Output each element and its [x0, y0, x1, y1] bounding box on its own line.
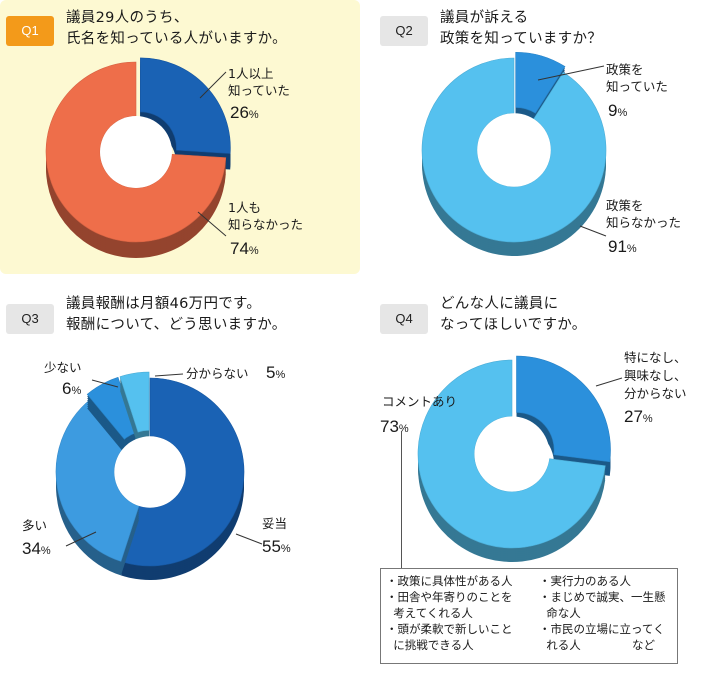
donut-hole: [477, 113, 551, 187]
comment-item: 考えてくれる人: [386, 606, 473, 620]
q4-label-comment-pct: 73%: [380, 417, 409, 436]
q2-label-knew-line-2: 知っていた: [606, 79, 668, 94]
q4-title-line-2: なってほしいですか。: [440, 317, 587, 333]
q2-leader-line: [537, 65, 605, 81]
donut-slice-1: [140, 57, 231, 154]
q2-title-line-2: 政策を知っていますか？: [440, 31, 603, 47]
q4-label-none-line-2: 興味なし、: [624, 368, 687, 383]
q1-leader-line-2: [197, 211, 227, 237]
q3-label-high-pct: 34%: [22, 539, 51, 558]
q2-label-unknown-line-1: 政策を: [606, 198, 644, 213]
q4-label-none-pct: 27%: [624, 407, 653, 426]
comment-item: れる人 など: [539, 638, 655, 652]
comment-list-left: ・政策に具体性がある人 ・田舎や年寄りのことを 考えてくれる人 ・頭が柔軟で新し…: [386, 573, 536, 653]
q3-leader-line-4: [154, 373, 184, 377]
q1-leader-line: [199, 71, 227, 99]
q3-leader-line: [235, 533, 263, 545]
q1-label-knew-line-2: 知っていた: [228, 83, 290, 98]
q3-leader-line-3: [91, 379, 119, 388]
q3-title-line-1: 議員報酬は月額46万円です。: [66, 296, 262, 312]
q1-badge: Q1: [6, 16, 54, 46]
donut-hole: [114, 436, 186, 508]
q3-label-low-pct: 6%: [62, 379, 81, 398]
q1-title-line-2: 氏名を知っている人がいますか。: [66, 31, 287, 47]
comment-item: ・頭が柔軟で新しいこと: [386, 622, 513, 636]
q2-label-unknown-pct: 91%: [608, 237, 637, 256]
comment-box: ・政策に具体性がある人 ・田舎や年寄りのことを 考えてくれる人 ・頭が柔軟で新し…: [380, 568, 678, 664]
q1-label-knew-pct: 26%: [230, 103, 259, 122]
q3-label-low: 少ない: [44, 360, 82, 375]
comment-item: 命な人: [539, 606, 581, 620]
q2-donut-chart: 政策を 知っていた 9% 政策を 知らなかった 91%: [421, 51, 681, 257]
q2-badge: Q2: [380, 16, 428, 46]
donut-hole: [100, 116, 172, 188]
q2-panel: Q2 議員が訴える 政策を知っていますか？ 政策を 知っていた 9% 政策を 知…: [360, 0, 720, 274]
q4-label-comment: コメントあり: [382, 394, 457, 409]
comment-item: ・実行力のある人: [539, 574, 631, 588]
q1-label-unknown-line-2: 知らなかった: [228, 217, 303, 232]
comment-item: ・市民の立場に立ってく: [539, 622, 665, 636]
donut-slice-4: [119, 371, 150, 433]
comment-item: ・田舎や年寄りのことを: [386, 590, 513, 604]
q3-leader-line-2: [65, 531, 97, 547]
q3-title-line-2: 報酬について、どう思いますか。: [66, 317, 287, 333]
q1-donut-chart: 1人以上 知っていた 26% 1人も 知らなかった 74%: [45, 57, 303, 258]
q3-label-fair: 妥当: [262, 516, 287, 531]
q3-donut-chart: 妥当 55% 多い 34% 少ない 6% 分からない 5%: [22, 360, 291, 580]
donut-slice-1: [516, 355, 611, 463]
q4-badge: Q4: [380, 304, 428, 334]
q2-label-unknown-line-2: 知らなかった: [606, 215, 681, 230]
q1-label-unknown-pct: 74%: [230, 239, 259, 258]
comment-item: ・政策に具体性がある人: [386, 574, 513, 588]
q3-label-fair-pct: 55%: [262, 537, 291, 556]
comment-item: に挑戦できる人: [386, 638, 474, 652]
donut-hole: [474, 416, 550, 492]
q2-leader-line-2: [579, 225, 607, 237]
comment-list-right: ・実行力のある人 ・まじめで誠実、一生懸 命な人 ・市民の立場に立ってく れる人…: [539, 573, 675, 653]
q4-leader-line: [595, 377, 623, 387]
q3-label-unsure: 分からない: [186, 366, 249, 381]
q1-panel: Q1 議員29人のうち、 氏名を知っている人がいますか。 1人以上 知っていた …: [0, 0, 360, 274]
q4-label-none-line-1: 特になし、: [624, 350, 687, 365]
q2-title-line-1: 議員が訴える: [440, 10, 529, 26]
q3-label-unsure-pct: 5%: [266, 363, 285, 382]
q1-label-unknown-line-1: 1人も: [228, 200, 261, 215]
q4-donut-chart: 特になし、 興味なし、 分からない 27% コメントあり 73%: [380, 350, 687, 562]
q2-label-knew-line-1: 政策を: [606, 62, 644, 77]
q3-badge: Q3: [6, 304, 54, 334]
q4-title-line-1: どんな人に議員に: [440, 296, 559, 312]
donut-slice-1: [515, 51, 566, 114]
comment-item: ・まじめで誠実、一生懸: [539, 590, 666, 604]
q3-label-high: 多い: [22, 518, 47, 533]
comment-box-leader-line: [401, 431, 402, 568]
q1-title: 議員29人のうち、 氏名を知っている人がいますか。: [66, 8, 287, 50]
q3-panel: Q3 議員報酬は月額46万円です。 報酬について、どう思いますか。 妥当 55%…: [0, 290, 360, 590]
q3-title: 議員報酬は月額46万円です。 報酬について、どう思いますか。: [66, 294, 287, 336]
q4-panel: Q4 どんな人に議員に なってほしいですか。 特になし、 興味なし、 分からない…: [360, 290, 720, 684]
q2-label-knew-pct: 9%: [608, 101, 627, 120]
q2-title: 議員が訴える 政策を知っていますか？: [440, 8, 602, 50]
q4-title: どんな人に議員に なってほしいですか。: [440, 294, 587, 336]
q4-label-none-line-3: 分からない: [624, 386, 687, 401]
q1-label-knew-line-1: 1人以上: [228, 66, 273, 81]
q1-title-line-1: 議員29人のうち、: [66, 10, 189, 26]
